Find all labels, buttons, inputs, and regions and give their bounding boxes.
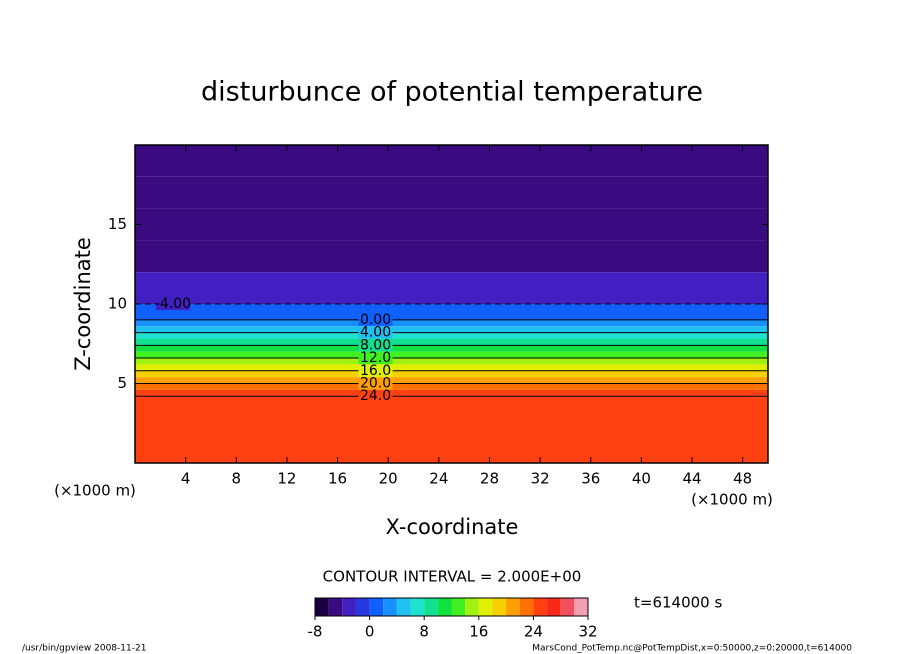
- colorbar-tick-label: 16: [469, 623, 488, 641]
- colorbar-box: [424, 598, 438, 616]
- field-band: [135, 208, 768, 241]
- field-band: [135, 383, 768, 390]
- y-axis-label: Z-coordinate: [71, 237, 95, 371]
- contour-label: 4.00: [360, 325, 391, 341]
- x-tick-label: 24: [429, 470, 448, 488]
- contour-label-bg: [358, 313, 393, 326]
- field-band: [135, 370, 768, 378]
- field-band: [135, 304, 768, 320]
- field-band: [135, 272, 768, 304]
- colorbar-box: [492, 598, 507, 616]
- colorbar-box: [437, 598, 452, 616]
- x-axis-label: X-coordinate: [386, 515, 519, 539]
- field-band: [135, 396, 768, 463]
- field-band: [135, 389, 768, 397]
- y-tick-label: 5: [117, 374, 127, 392]
- y-tick-label: 15: [108, 215, 127, 233]
- footer: MarsCond_PotTemp.nc@PotTempDist,x=0:5000…: [532, 644, 852, 654]
- colorbar-box: [519, 598, 534, 616]
- x-tick-label: 8: [232, 470, 242, 488]
- x-unit: (×1000 m): [54, 482, 136, 500]
- contour-label: 8.00: [360, 337, 391, 353]
- contour-label-bg: [358, 352, 393, 365]
- contour-label: 12.0: [360, 350, 391, 366]
- colorbar-box: [465, 598, 479, 616]
- field-band: [135, 145, 768, 177]
- contour-label-bg: [358, 377, 393, 390]
- contour-label: -4.00: [155, 296, 191, 312]
- time-label: t=614000 s: [634, 594, 722, 612]
- colorbar-box: [328, 598, 343, 616]
- field-band: [135, 319, 768, 327]
- x-tick-label: 32: [531, 470, 550, 488]
- colorbar-box: [410, 598, 425, 616]
- colorbar-frame: [314, 597, 589, 617]
- x-tick-label: 20: [379, 470, 398, 488]
- colorbar-box: [451, 598, 466, 616]
- field-band: [135, 332, 768, 339]
- colorbar-box: [342, 598, 356, 616]
- colorbar-box: [478, 598, 493, 616]
- colorbar-box: [533, 598, 548, 616]
- x-tick-label: 4: [181, 470, 191, 488]
- field-band: [135, 364, 768, 371]
- x-tick-label: 40: [632, 470, 651, 488]
- colorbar-box: [574, 598, 588, 616]
- colorbar-tick-label: -8: [308, 623, 323, 641]
- x-tick-label: 16: [328, 470, 347, 488]
- field-band: [135, 377, 768, 384]
- field-band: [135, 345, 768, 352]
- chart-title: disturbunce of potential temperature: [201, 77, 703, 108]
- colorbar-tick-label: 0: [365, 623, 375, 641]
- field-band: [135, 176, 768, 209]
- contour-label-bg: [358, 339, 393, 352]
- colorbar-box: [383, 598, 397, 616]
- x-tick-label: 28: [480, 470, 499, 488]
- contour-label: 24.0: [360, 388, 391, 404]
- contour-label-bg: [358, 364, 393, 377]
- contour-label-bg: [358, 390, 393, 403]
- colorbar-tick-label: 8: [419, 623, 429, 641]
- x-tick-label: 48: [733, 470, 752, 488]
- field-band: [135, 240, 768, 273]
- field-band: [135, 358, 768, 365]
- contour-label-bg: [155, 298, 190, 310]
- x-tick-label: 12: [277, 470, 296, 488]
- contour-label: 20.0: [360, 376, 391, 392]
- field-band: [135, 338, 768, 346]
- colorbar-box: [506, 598, 520, 616]
- colorbar-box: [547, 598, 561, 616]
- contour-interval: CONTOUR INTERVAL = 2.000E+00: [323, 568, 582, 586]
- colorbar-tick-label: 32: [578, 623, 597, 641]
- colorbar-tick-label: 24: [524, 623, 543, 641]
- colorbar-box: [355, 598, 370, 616]
- colorbar-box: [369, 598, 384, 616]
- contour-label: 16.0: [360, 363, 391, 379]
- x-tick-label: 44: [682, 470, 701, 488]
- footer: /usr/bin/gpview 2008-11-21: [22, 644, 146, 654]
- colorbar-box: [315, 598, 329, 616]
- contour-label: 0.00: [360, 312, 391, 328]
- field-band: [135, 326, 768, 333]
- y-tick-label: 10: [108, 295, 127, 313]
- field-band: [135, 351, 768, 359]
- contour-label-bg: [358, 326, 393, 339]
- colorbar-box: [396, 598, 411, 616]
- colorbar-box: [560, 598, 575, 616]
- x-unit: (×1000 m): [691, 491, 773, 509]
- x-tick-label: 36: [581, 470, 600, 488]
